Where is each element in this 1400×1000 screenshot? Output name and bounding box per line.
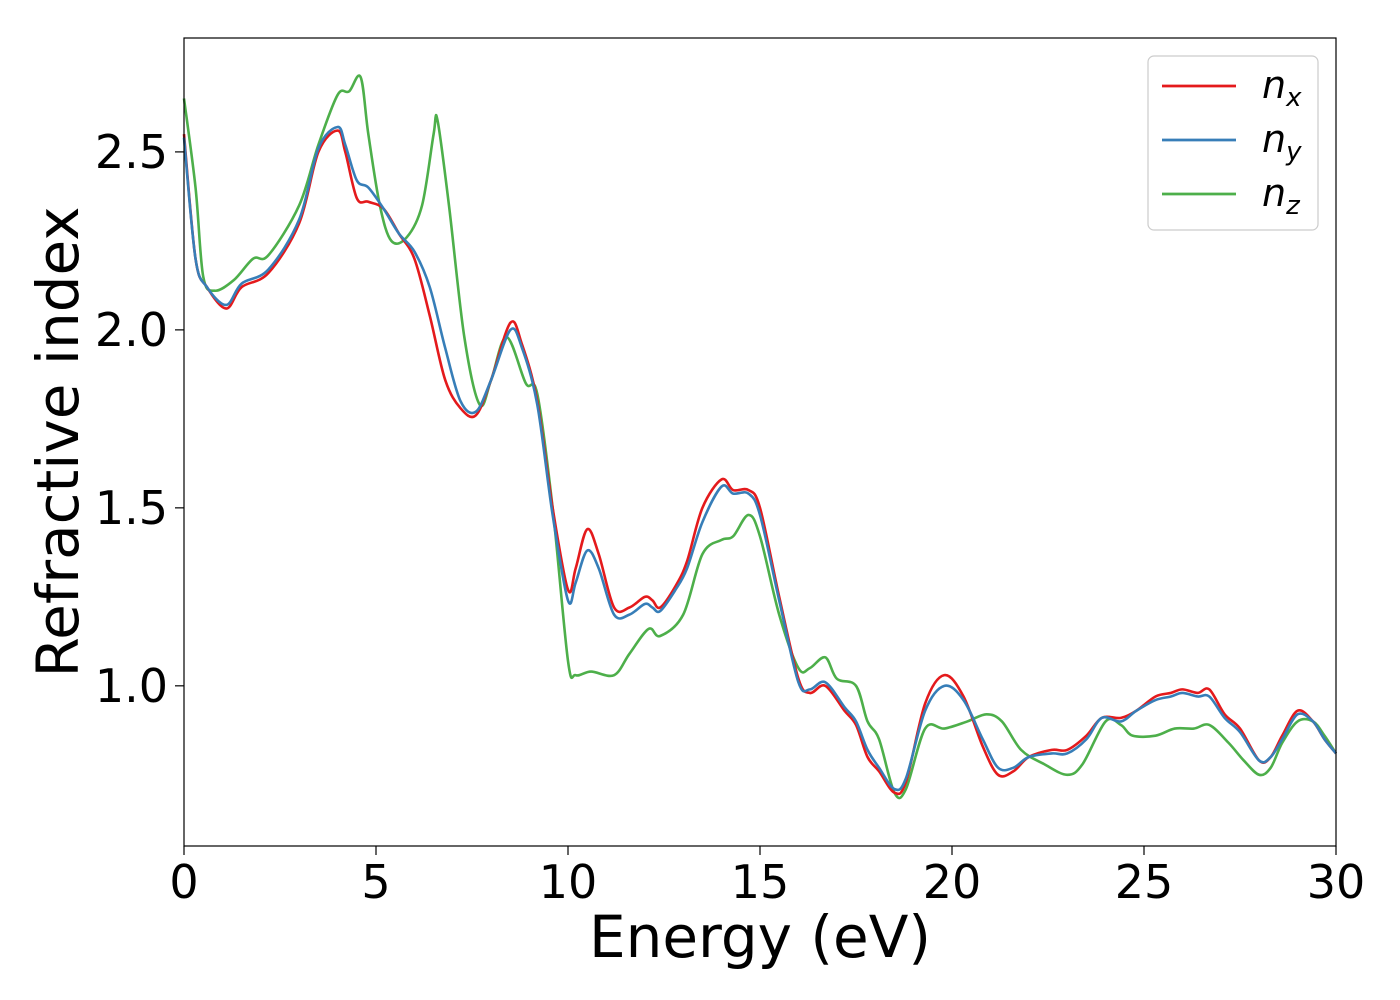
x-tick-label: 15 bbox=[731, 855, 790, 909]
y-tick-label: 1.0 bbox=[95, 659, 168, 713]
x-tick-label: 5 bbox=[361, 855, 390, 909]
series-line-y bbox=[182, 125, 1338, 792]
legend-label-z: nz bbox=[1262, 171, 1301, 221]
y-axis-ticks: 1.0 1.5 2.0 2.5 bbox=[95, 125, 184, 713]
x-tick-label: 25 bbox=[1115, 855, 1174, 909]
x-tick-label: 20 bbox=[923, 855, 982, 909]
plot-lines bbox=[182, 74, 1338, 800]
x-axis-ticks: 0 5 10 15 20 25 30 bbox=[169, 846, 1365, 909]
y-tick-label: 2.5 bbox=[95, 125, 168, 179]
x-tick-label: 0 bbox=[169, 855, 198, 909]
x-tick-label: 30 bbox=[1307, 855, 1366, 909]
x-axis-title: Energy (eV) bbox=[589, 903, 931, 971]
y-tick-label: 2.0 bbox=[95, 303, 168, 357]
y-axis-title: Refractive index bbox=[24, 206, 92, 677]
x-tick-label: 10 bbox=[539, 855, 598, 909]
y-tick-label: 1.5 bbox=[95, 481, 168, 535]
legend-label-x: nx bbox=[1262, 63, 1302, 113]
legend-label-y: ny bbox=[1262, 117, 1302, 167]
legend-box bbox=[1147, 55, 1319, 231]
series-line-z bbox=[182, 74, 1338, 800]
